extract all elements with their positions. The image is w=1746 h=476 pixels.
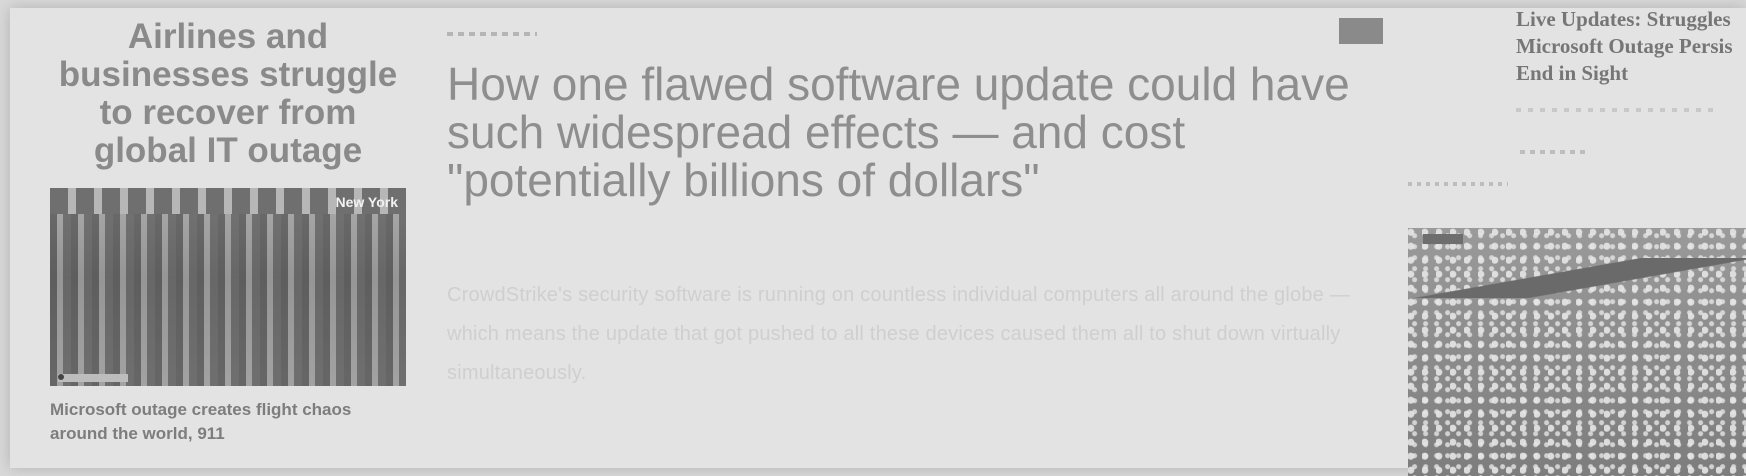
live-title-line: Live Updates: Struggles	[1516, 7, 1731, 31]
ad-marker	[1339, 18, 1383, 44]
main-dek: CrowdStrike's security software is runni…	[447, 284, 1350, 384]
crowd-photo[interactable]	[1408, 228, 1746, 476]
section-label	[1408, 182, 1508, 186]
story-meta	[1520, 150, 1590, 154]
live-updates-headline[interactable]: Live Updates: Struggles Microsoft Outage…	[1516, 6, 1746, 87]
camera-icon	[58, 374, 64, 380]
departures-board	[50, 188, 406, 214]
photo-detail	[1408, 258, 1746, 298]
photo-credit	[58, 374, 128, 382]
live-title-line: Microsoft Outage Persis	[1516, 34, 1733, 58]
page-frame: Airlines and businesses struggle to reco…	[10, 6, 1746, 476]
story-meta	[1516, 108, 1716, 112]
photo-detail	[1423, 234, 1463, 244]
right-story[interactable]: Live Updates: Struggles Microsoft Outage…	[1408, 6, 1746, 476]
live-title-line: End in Sight	[1516, 61, 1629, 85]
airport-photo[interactable]: New York	[50, 188, 406, 386]
main-headline[interactable]: How one flawed software update could hav…	[447, 58, 1350, 206]
photo-city-label: New York	[335, 194, 398, 210]
left-headline[interactable]: Airlines and businesses struggle to reco…	[58, 17, 398, 170]
story-kicker	[447, 32, 537, 36]
left-story[interactable]: Airlines and businesses struggle to reco…	[50, 18, 406, 446]
main-story[interactable]: How one flawed software update could hav…	[447, 32, 1350, 393]
left-caption[interactable]: Microsoft outage creates flight chaos ar…	[50, 400, 352, 443]
